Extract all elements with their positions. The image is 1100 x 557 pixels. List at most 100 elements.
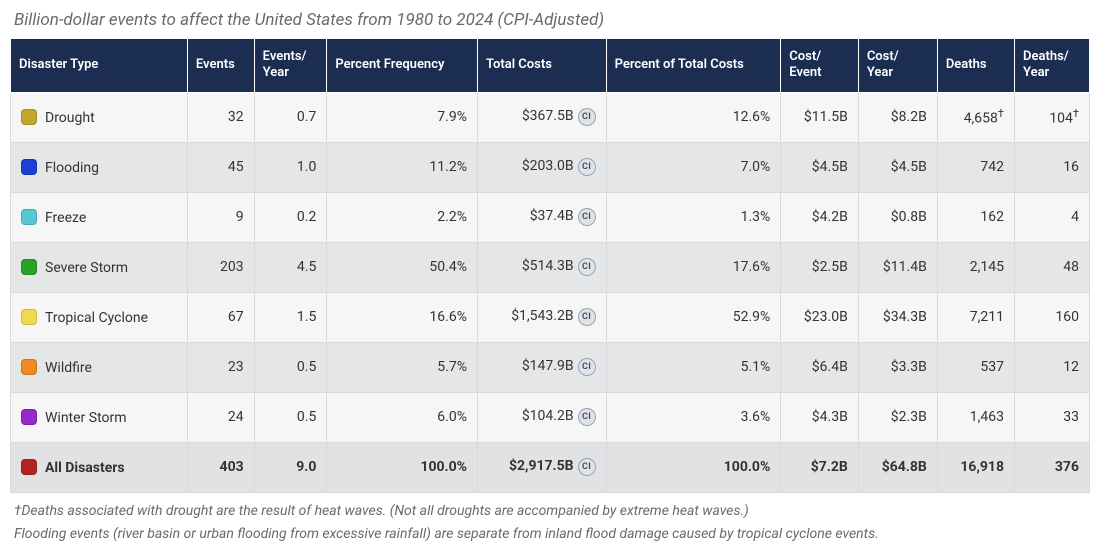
ci-badge[interactable]: CI	[578, 358, 596, 376]
table-row: Tropical Cyclone671.516.6%$1,543.2BCI52.…	[11, 292, 1090, 342]
cell-pct-freq: 16.6%	[327, 292, 478, 342]
cell-pct-freq: 6.0%	[327, 392, 478, 442]
cell-cost-year: $4.5B	[858, 142, 937, 192]
ci-badge[interactable]: CI	[578, 308, 596, 326]
table-row: Drought320.77.9%$367.5BCI12.6%$11.5B$8.2…	[11, 92, 1090, 142]
cell-pct-total: 12.6%	[606, 92, 781, 142]
cell-pct-total: 7.0%	[606, 142, 781, 192]
cell-events-year: 1.5	[254, 292, 327, 342]
table-header[interactable]: Percent of Total Costs	[606, 39, 781, 93]
table-header[interactable]: Deaths	[937, 39, 1014, 93]
disaster-type-label: All Disasters	[45, 460, 125, 476]
table-header[interactable]: Cost/Event	[781, 39, 859, 93]
cell-cost-event: $4.2B	[781, 192, 859, 242]
table-header[interactable]: Disaster Type	[11, 39, 188, 93]
dagger-icon: †	[1073, 107, 1079, 120]
cell-total-costs: $1,543.2B CI	[477, 292, 606, 342]
cell-pct-total: 52.9%	[606, 292, 781, 342]
cell-deaths-year: 376	[1015, 442, 1090, 492]
total-costs-value: $1,543.2B	[511, 308, 573, 324]
ci-badge[interactable]: CI	[578, 408, 596, 426]
cell-deaths-year: 12	[1015, 342, 1090, 392]
total-costs-value: $37.4B	[530, 208, 574, 224]
cell-pct-freq: 11.2%	[327, 142, 478, 192]
table-row: Winter Storm240.56.0%$104.2BCI3.6%$4.3B$…	[11, 392, 1090, 442]
cell-disaster-type: Tropical Cyclone	[11, 292, 188, 342]
table-header[interactable]: Deaths/Year	[1015, 39, 1090, 93]
cell-events: 203	[187, 242, 254, 292]
disaster-type-label: Tropical Cyclone	[45, 310, 148, 326]
cell-pct-freq: 100.0%	[327, 442, 478, 492]
cell-deaths: 7,211	[937, 292, 1014, 342]
cell-total-costs: $203.0BCI	[477, 142, 606, 192]
footnotes: †Deaths associated with drought are the …	[10, 501, 1090, 545]
cell-events-year: 9.0	[254, 442, 327, 492]
table-row: Flooding451.011.2%$203.0BCI7.0%$4.5B$4.5…	[11, 142, 1090, 192]
total-costs-value: $2,917.5B	[509, 458, 574, 474]
cell-deaths: 2,145	[937, 242, 1014, 292]
cell-pct-total: 1.3%	[606, 192, 781, 242]
ci-badge[interactable]: CI	[578, 208, 596, 226]
cell-total-costs: $104.2BCI	[477, 392, 606, 442]
cell-disaster-type: Severe Storm	[11, 242, 188, 292]
disaster-type-label: Drought	[45, 110, 95, 126]
cell-cost-event: $23.0B	[781, 292, 859, 342]
cell-deaths: 537	[937, 342, 1014, 392]
cell-cost-year: $8.2B	[858, 92, 937, 142]
cell-pct-freq: 5.7%	[327, 342, 478, 392]
total-costs-value: $203.0B	[522, 158, 574, 174]
cell-total-costs: $147.9BCI	[477, 342, 606, 392]
cell-events: 45	[187, 142, 254, 192]
cell-deaths: 162	[937, 192, 1014, 242]
disaster-type-label: Freeze	[45, 210, 86, 226]
ci-badge[interactable]: CI	[578, 108, 596, 126]
cell-events: 403	[187, 442, 254, 492]
cell-cost-event: $7.2B	[781, 442, 859, 492]
total-costs-value: $104.2B	[522, 408, 574, 424]
cell-cost-event: $11.5B	[781, 92, 859, 142]
cell-pct-total: 17.6%	[606, 242, 781, 292]
cell-pct-total: 100.0%	[606, 442, 781, 492]
dagger-icon: †	[998, 107, 1004, 120]
cell-disaster-type: Freeze	[11, 192, 188, 242]
cell-events-year: 0.7	[254, 92, 327, 142]
table-row: Wildfire230.55.7%$147.9BCI5.1%$6.4B$3.3B…	[11, 342, 1090, 392]
table-header[interactable]: Events/Year	[254, 39, 327, 93]
ci-badge[interactable]: CI	[578, 458, 596, 476]
cell-cost-year: $34.3B	[858, 292, 937, 342]
color-swatch	[21, 359, 37, 375]
cell-deaths: 1,463	[937, 392, 1014, 442]
cell-total-costs: $514.3BCI	[477, 242, 606, 292]
cell-disaster-type: Wildfire	[11, 342, 188, 392]
cell-cost-event: $6.4B	[781, 342, 859, 392]
cell-events-year: 0.5	[254, 392, 327, 442]
cell-total-costs: $37.4BCI	[477, 192, 606, 242]
color-swatch	[21, 159, 37, 175]
total-costs-value: $147.9B	[522, 358, 574, 374]
cell-cost-year: $2.3B	[858, 392, 937, 442]
disaster-type-label: Wildfire	[45, 360, 92, 376]
disaster-type-label: Severe Storm	[45, 260, 128, 276]
cell-pct-total: 5.1%	[606, 342, 781, 392]
cell-events-year: 0.2	[254, 192, 327, 242]
cell-deaths-year: 16	[1015, 142, 1090, 192]
table-header[interactable]: Events	[187, 39, 254, 93]
cell-disaster-type: Flooding	[11, 142, 188, 192]
table-header[interactable]: Cost/Year	[858, 39, 937, 93]
cell-cost-year: $64.8B	[858, 442, 937, 492]
table-header[interactable]: Percent Frequency	[327, 39, 478, 93]
cell-cost-year: $3.3B	[858, 342, 937, 392]
cell-deaths-year: 160	[1015, 292, 1090, 342]
footnote-line: Flooding events (river basin or urban fl…	[14, 524, 1090, 545]
color-swatch	[21, 109, 37, 125]
cell-pct-freq: 2.2%	[327, 192, 478, 242]
table-header[interactable]: Total Costs	[477, 39, 606, 93]
ci-badge[interactable]: CI	[578, 258, 596, 276]
cell-deaths: 742	[937, 142, 1014, 192]
table-row: Freeze90.22.2%$37.4BCI1.3%$4.2B$0.8B1624	[11, 192, 1090, 242]
cell-events: 24	[187, 392, 254, 442]
table-header-row: Disaster TypeEventsEvents/YearPercent Fr…	[11, 39, 1090, 93]
ci-badge[interactable]: CI	[578, 158, 596, 176]
cell-deaths: 4,658†	[937, 92, 1014, 142]
cell-pct-total: 3.6%	[606, 392, 781, 442]
